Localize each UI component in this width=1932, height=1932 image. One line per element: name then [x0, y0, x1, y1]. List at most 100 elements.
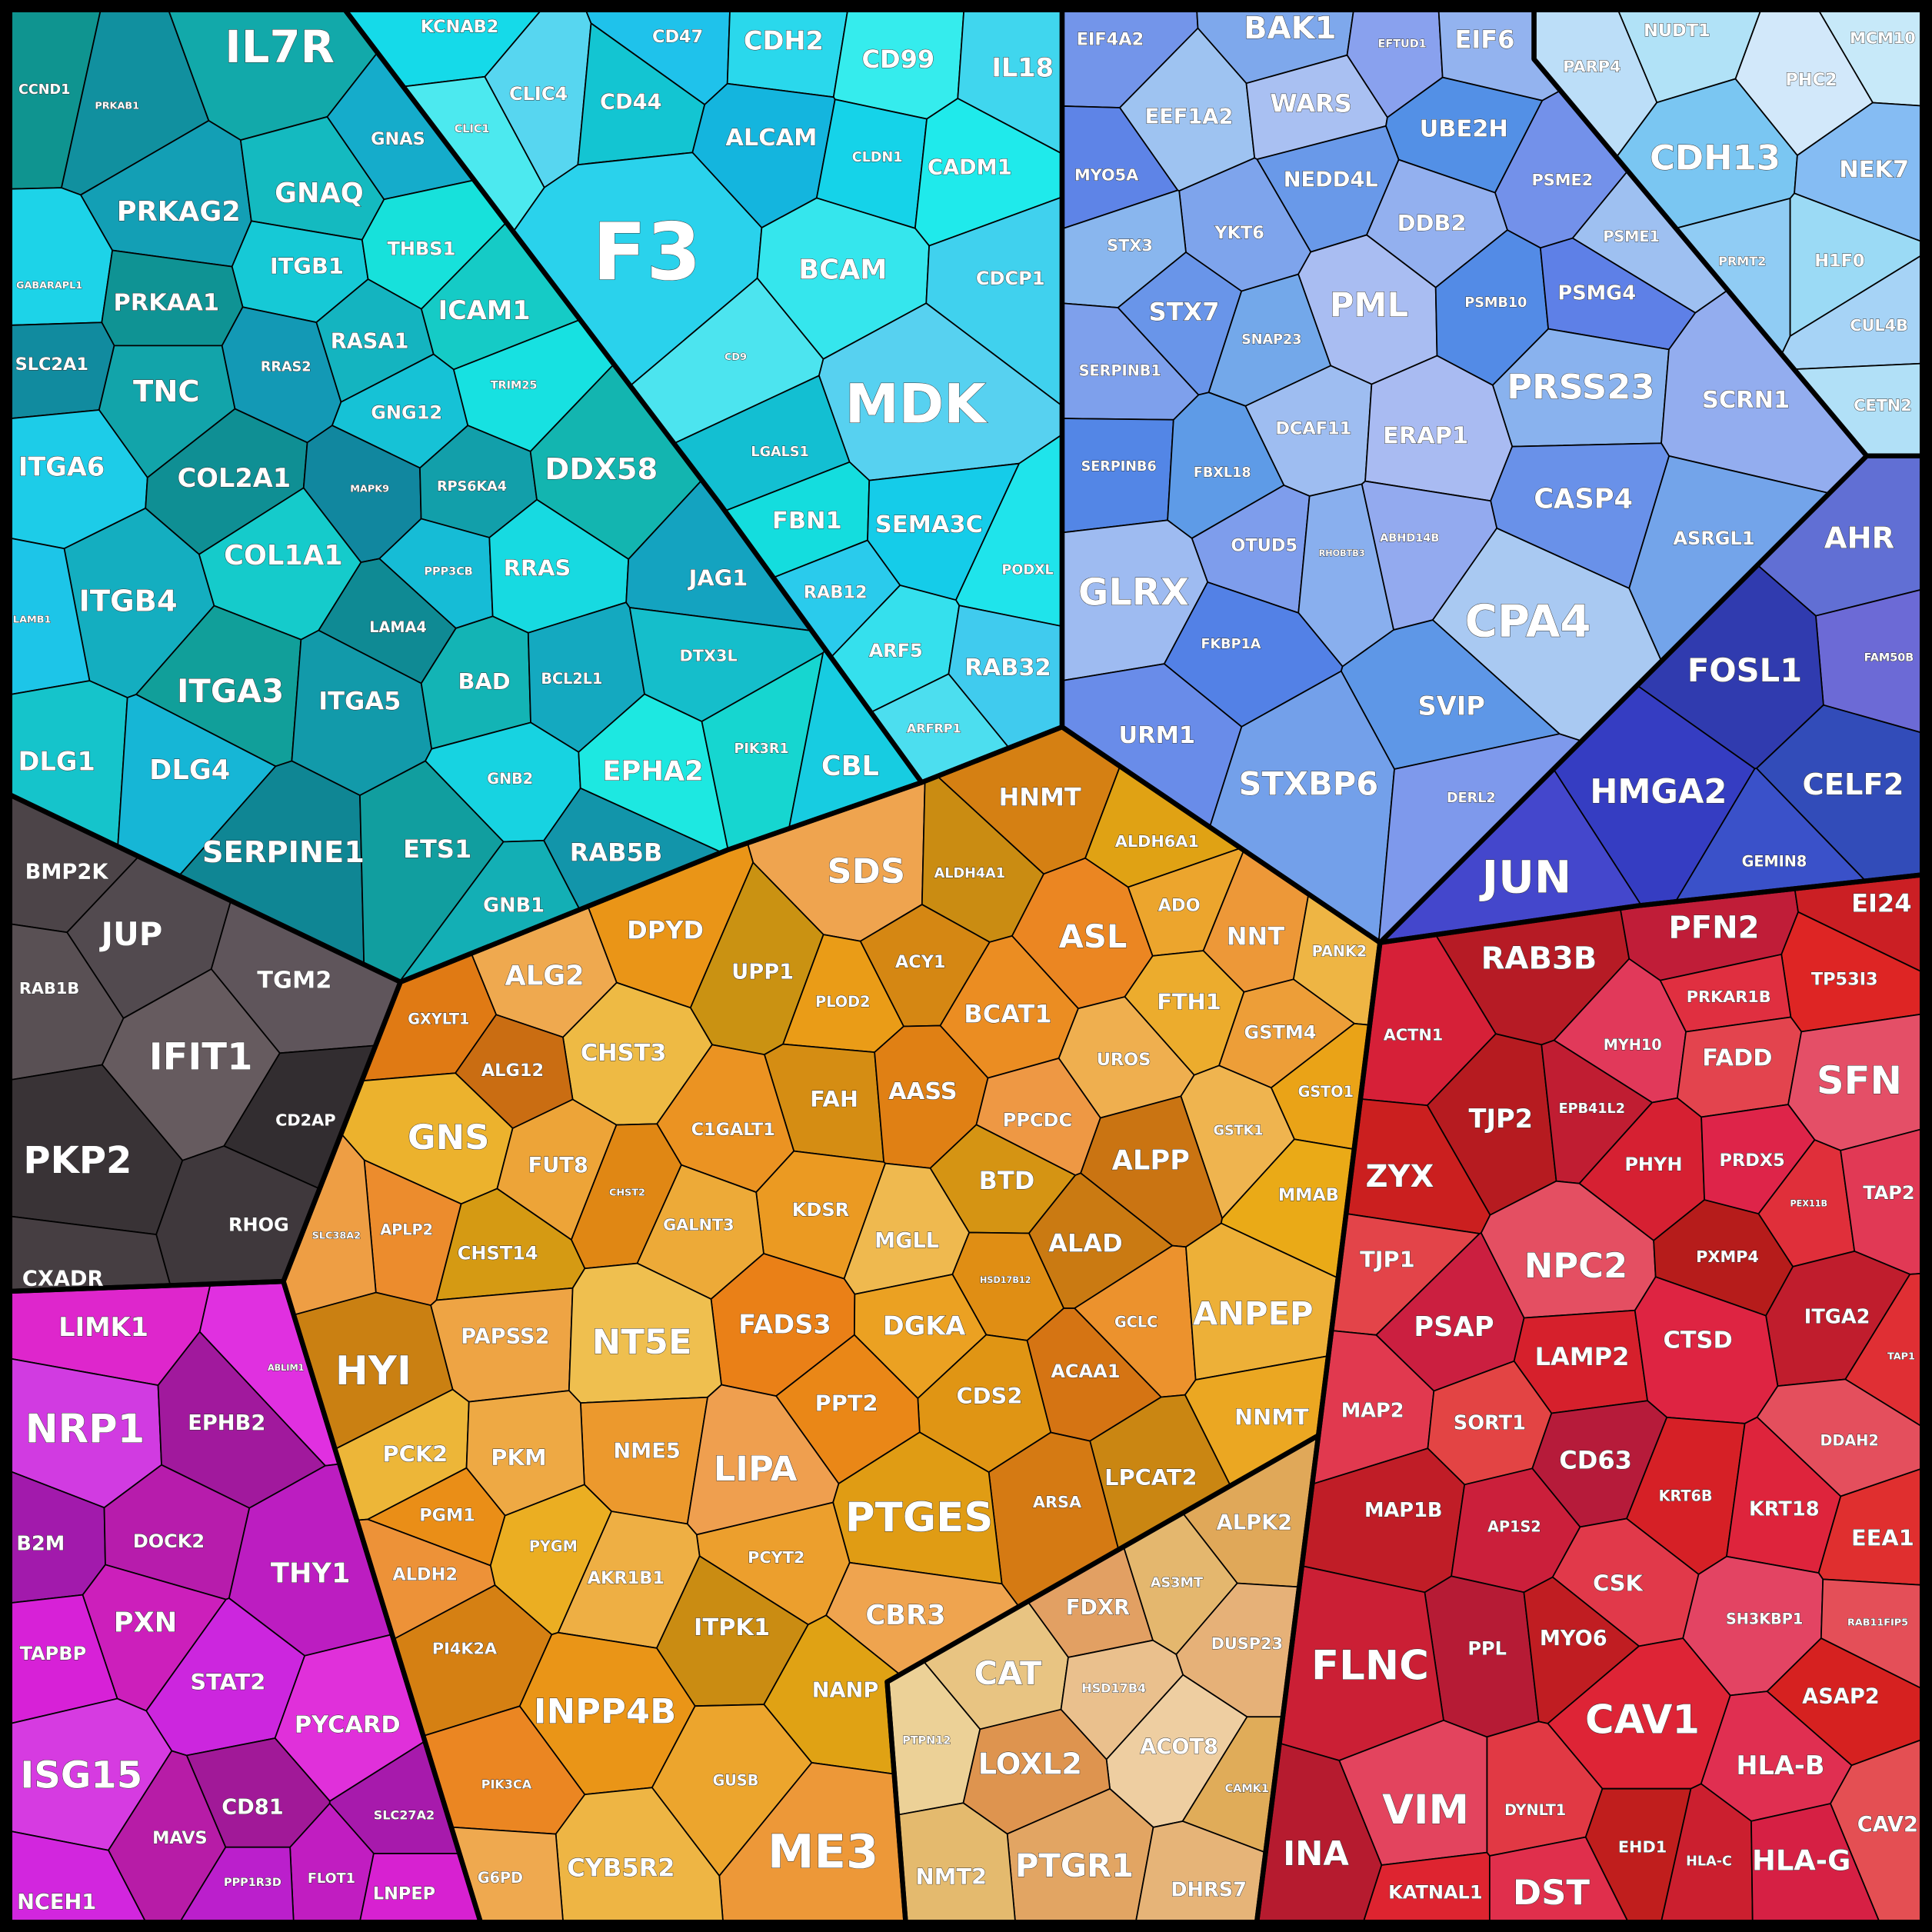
- cell-label: UBE2H: [1420, 116, 1508, 143]
- cell-label: PPP3CB: [425, 565, 473, 578]
- cell-label: RPS6KA4: [437, 479, 507, 495]
- cell-label: ABLIM1: [268, 1363, 305, 1373]
- cell-label: FADD: [1702, 1045, 1772, 1072]
- cell-label: BTD: [978, 1166, 1034, 1195]
- cell-label: ALDH2: [392, 1564, 458, 1584]
- cell-label: RRAS2: [261, 359, 311, 375]
- cell-label: TJP1: [1360, 1246, 1415, 1272]
- cell-label: ABHD14B: [1380, 532, 1439, 545]
- cell-label: CPA4: [1465, 595, 1591, 647]
- cell-label: NEK7: [1839, 157, 1909, 184]
- cell-label: CHST3: [581, 1040, 667, 1067]
- cell-label: PFN2: [1668, 910, 1759, 945]
- cell-label: FOSL1: [1687, 651, 1802, 689]
- labels: CCND1 PRKAB1 IL7R PRKAG2 GNAQ GNAS ITGB1 THBS1 G…: [12, 10, 1918, 1914]
- cell-label: CD47: [652, 27, 703, 47]
- cell-label: RASA1: [331, 329, 409, 353]
- cell-label: TP53I3: [1811, 970, 1878, 990]
- cell-label: ARSA: [1033, 1493, 1081, 1511]
- cell-label: ANPEP: [1193, 1294, 1314, 1332]
- cell-label: PTGR1: [1015, 1847, 1134, 1884]
- cell-label: ITGA6: [18, 452, 105, 482]
- cell-label: ITGB1: [270, 253, 344, 279]
- cell-label: CHST2: [609, 1187, 645, 1198]
- cell-label: GEMIN8: [1742, 852, 1807, 870]
- cell-label: ASAP2: [1802, 1685, 1880, 1709]
- cell-label: PSME1: [1603, 228, 1660, 245]
- cell-label: ITGA2: [1804, 1306, 1870, 1329]
- cell-label: RAB1B: [19, 979, 79, 998]
- cell-label: CBR3: [865, 1600, 945, 1631]
- cell-label: PPT2: [815, 1391, 878, 1417]
- cell-label: F3: [592, 207, 701, 298]
- cell-label: CD2AP: [275, 1111, 335, 1129]
- cell-label: ME3: [768, 1824, 878, 1879]
- cell-label: ADO: [1158, 896, 1201, 916]
- cell-label: PYGM: [529, 1537, 578, 1555]
- cell-label: RRAS: [504, 555, 571, 581]
- cell-label: RHOBTB3: [1319, 548, 1365, 558]
- cell-label: GNB2: [487, 770, 533, 788]
- cell-label: NUDT1: [1644, 21, 1710, 41]
- cell-label: MYO6: [1540, 1627, 1607, 1651]
- cell-label: DCAF11: [1275, 419, 1351, 439]
- cell-label: CASP4: [1534, 483, 1633, 515]
- cell-label: TRIM25: [491, 379, 538, 391]
- cell-label: SVIP: [1418, 691, 1485, 721]
- cell-label: DTX3L: [680, 646, 738, 665]
- cell-label: MYO5A: [1074, 165, 1138, 184]
- cell-label: NT5E: [592, 1321, 692, 1362]
- cell-label: FAM50B: [1864, 651, 1914, 664]
- cell-label: CLDN1: [852, 150, 903, 165]
- cell-label: PRKAA1: [113, 290, 219, 317]
- cell-label: ARFRP1: [907, 721, 961, 735]
- cell-label: NANP: [812, 1679, 879, 1703]
- cell-label: FLOT1: [308, 1871, 355, 1887]
- cell-label: CXADR: [22, 1267, 104, 1291]
- cell-label: AHR: [1824, 521, 1895, 556]
- cell-label: GNAS: [371, 129, 425, 149]
- cells: [8, 8, 1924, 1924]
- cell-label: NEDD4L: [1284, 168, 1378, 192]
- cell-label: DLG1: [18, 747, 95, 777]
- cell-label: GNG12: [371, 402, 442, 424]
- cell-label: SDS: [827, 851, 905, 891]
- cell-label: ALG2: [505, 960, 585, 991]
- cell-label: KDSR: [792, 1199, 850, 1221]
- cell-label: MGLL: [874, 1229, 939, 1253]
- cell-label: SH3KBP1: [1726, 1611, 1803, 1628]
- cell-label: GNB1: [483, 894, 545, 918]
- cell-label: SCRN1: [1702, 387, 1790, 414]
- cell-label: STAT2: [190, 1669, 265, 1695]
- cell-label: PRSS23: [1507, 367, 1654, 408]
- cell-label: TAPBP: [20, 1643, 87, 1664]
- cell-label: CUL4B: [1850, 316, 1908, 335]
- cell-label: DPYD: [627, 916, 704, 945]
- cell-label: PCK2: [383, 1441, 448, 1467]
- cell-label: PRDX5: [1720, 1151, 1785, 1171]
- cell-label: BAK1: [1244, 11, 1336, 46]
- cell-label: YKT6: [1214, 223, 1264, 243]
- cell-label: EEF1A2: [1145, 105, 1234, 129]
- cell-label: LNPEP: [373, 1884, 435, 1904]
- cell-label: ICAM1: [438, 295, 531, 325]
- cell-label: CDCP1: [976, 268, 1045, 289]
- cell-label: SERPINB1: [1079, 362, 1161, 380]
- cell-label: ALDH6A1: [1115, 832, 1199, 851]
- cell-label: MAPK9: [350, 484, 389, 495]
- cell-label: CLIC1: [455, 123, 490, 135]
- cell-label: VIM: [1382, 1787, 1469, 1834]
- cell-label: ITGB4: [79, 584, 178, 618]
- cell-label: ALCAM: [725, 125, 817, 152]
- cell-label: FLNC: [1311, 1642, 1429, 1689]
- cell-label: KRT18: [1749, 1498, 1820, 1521]
- cell-label: ALAD: [1048, 1228, 1123, 1257]
- cell-label: PAPSS2: [461, 1325, 549, 1349]
- cell-label: PML: [1330, 286, 1408, 325]
- cell-label: HLA-G: [1752, 1844, 1850, 1877]
- cell-label: KCNAB2: [421, 17, 499, 37]
- cell-label: KRT6B: [1659, 1487, 1713, 1504]
- cell-label: PGM1: [419, 1506, 475, 1526]
- cell-label: HLA-C: [1686, 1854, 1732, 1870]
- cell-label: INA: [1283, 1835, 1349, 1874]
